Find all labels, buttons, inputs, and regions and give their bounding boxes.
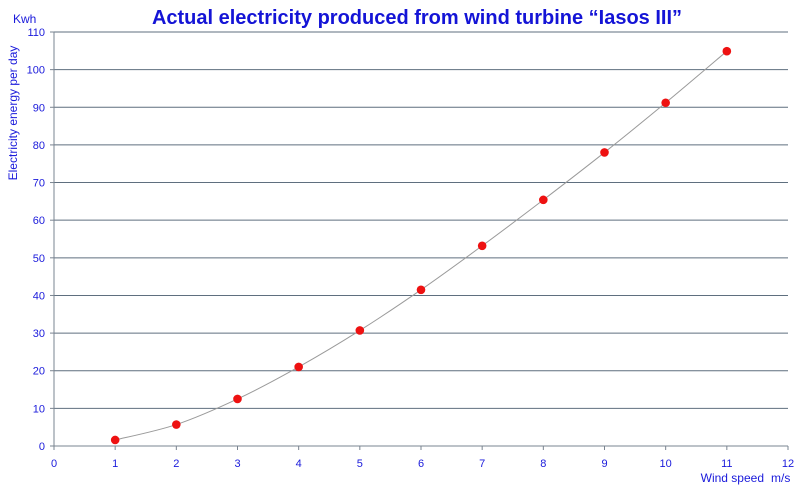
x-tick-label: 4 <box>296 458 302 470</box>
x-tick-label: 9 <box>601 458 607 470</box>
y-tick-label: 110 <box>27 27 45 39</box>
y-tick-label: 70 <box>33 178 45 190</box>
x-tick-label: 11 <box>721 458 732 470</box>
x-tick-label: 10 <box>660 458 672 470</box>
data-point-9 <box>600 148 609 157</box>
y-tick-label: 100 <box>27 65 45 77</box>
data-point-11 <box>722 46 732 56</box>
x-tick-label: 7 <box>479 458 485 470</box>
data-point-3 <box>233 394 242 404</box>
y-tick-label: 50 <box>33 253 45 265</box>
data-point-5 <box>355 326 365 335</box>
y-tick-label: 10 <box>33 403 45 415</box>
y-axis-label: Electricity energy per day <box>6 46 20 181</box>
x-tick-label: 2 <box>173 458 179 470</box>
y-tick-label: 20 <box>33 366 45 378</box>
chart-title: Actual electricity produced from wind tu… <box>152 7 682 29</box>
y-tick-label: 90 <box>33 102 45 114</box>
y-tick-label: 40 <box>33 290 45 302</box>
y-tick-label: 30 <box>33 328 45 340</box>
data-point-8 <box>539 195 548 205</box>
x-tick-label: 3 <box>234 458 240 470</box>
y-tick-label: 80 <box>33 140 45 152</box>
x-tick-label: 1 <box>112 458 118 470</box>
axes <box>50 31 789 450</box>
x-tick-label: 12 <box>782 458 794 470</box>
trend-line <box>115 50 728 441</box>
data-point-10 <box>661 98 670 108</box>
y-tick-label: 0 <box>39 441 45 453</box>
x-axis-label: Wind speed <box>701 471 764 485</box>
x-tick-label: 6 <box>418 458 424 470</box>
data-point-6 <box>416 285 426 295</box>
x-axis-unit: m/s <box>771 471 790 485</box>
x-tick-label: 0 <box>51 458 57 470</box>
data-point-4 <box>294 362 303 372</box>
trend-line-0 <box>115 50 728 441</box>
data-point-2 <box>172 420 181 429</box>
data-point-7 <box>477 241 487 251</box>
data-points <box>110 46 732 445</box>
x-tick-label: 5 <box>357 458 363 470</box>
grid-lines <box>54 31 788 409</box>
y-axis-unit: Kwh <box>13 12 36 26</box>
y-tick-label: 60 <box>33 215 45 227</box>
x-tick-label: 8 <box>540 458 546 470</box>
data-point-1 <box>110 435 120 445</box>
